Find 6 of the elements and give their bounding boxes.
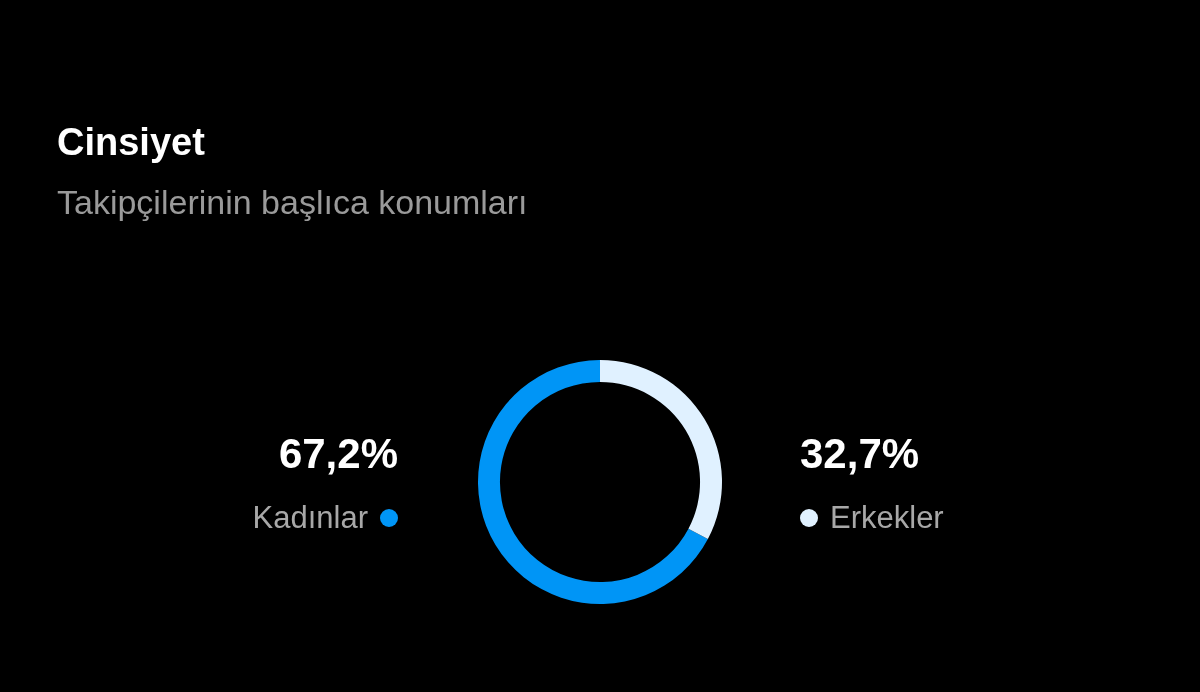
chart-subtitle: Takipçilerinin başlıca konumları	[57, 183, 528, 221]
legend-label: Erkekler	[830, 499, 944, 537]
data-label: 32,7%	[800, 429, 921, 479]
slice-label: Kadınlar	[252, 499, 368, 537]
data-label: 67,2%	[277, 429, 398, 479]
chart-title: Cinsiyet	[57, 121, 206, 163]
